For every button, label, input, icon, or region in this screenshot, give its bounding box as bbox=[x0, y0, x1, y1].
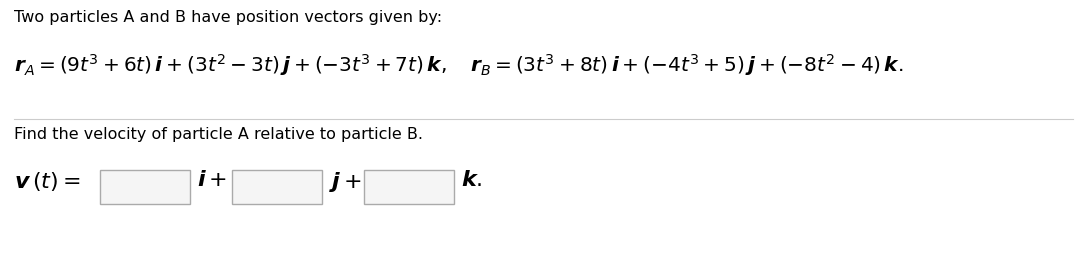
Bar bbox=[100, 170, 190, 204]
Bar bbox=[364, 170, 454, 204]
Text: Find the velocity of particle A relative to particle B.: Find the velocity of particle A relative… bbox=[14, 127, 423, 142]
Text: $\boldsymbol{r}_A = (9t^3 + 6t)\,\boldsymbol{i} + (3t^2 - 3t)\,\boldsymbol{j} + : $\boldsymbol{r}_A = (9t^3 + 6t)\,\boldsy… bbox=[14, 52, 903, 78]
Text: Two particles A and B have position vectors given by:: Two particles A and B have position vect… bbox=[14, 10, 442, 25]
Bar bbox=[232, 170, 322, 204]
Text: $\boldsymbol{k}.$: $\boldsymbol{k}.$ bbox=[461, 170, 483, 190]
Text: $\boldsymbol{j}+$: $\boldsymbol{j}+$ bbox=[329, 170, 362, 194]
Text: $\boldsymbol{v}\,(t) =$: $\boldsymbol{v}\,(t) =$ bbox=[14, 170, 80, 193]
Text: $\boldsymbol{i}+$: $\boldsymbol{i}+$ bbox=[197, 170, 227, 190]
